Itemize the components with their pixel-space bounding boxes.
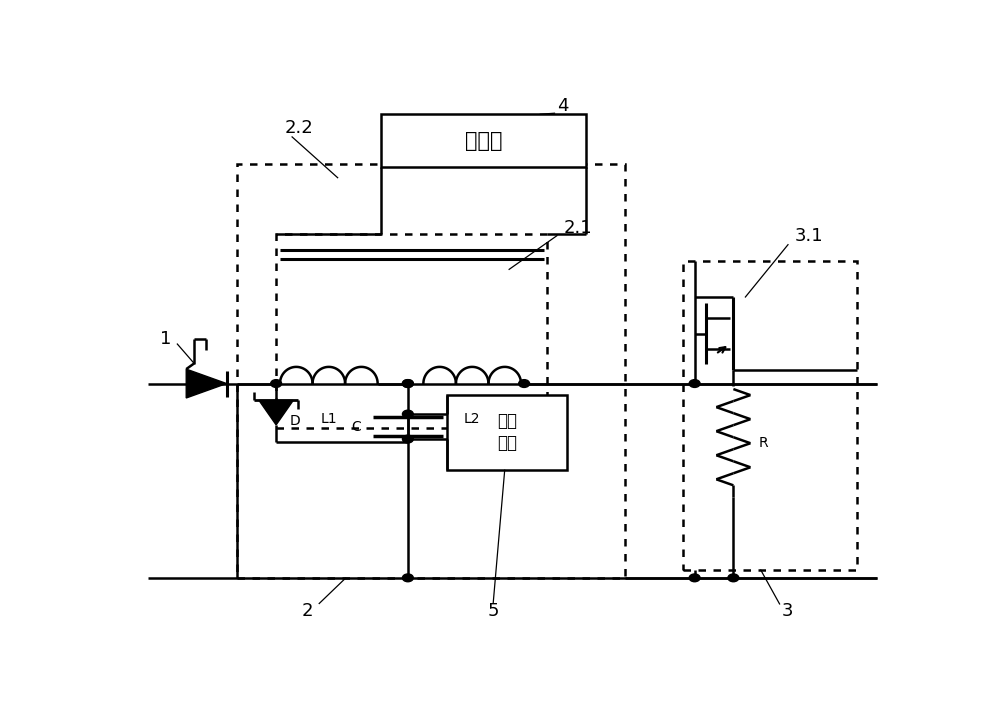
Circle shape bbox=[728, 574, 739, 582]
Text: 3.1: 3.1 bbox=[794, 227, 823, 245]
Circle shape bbox=[519, 380, 530, 387]
Text: 4: 4 bbox=[557, 97, 569, 115]
Text: L2: L2 bbox=[464, 412, 480, 426]
Text: 辅助
电源: 辅助 电源 bbox=[497, 412, 517, 452]
Bar bbox=[276, 234, 547, 428]
Text: 3: 3 bbox=[782, 602, 793, 620]
Text: 控制器: 控制器 bbox=[465, 131, 502, 151]
Polygon shape bbox=[186, 369, 227, 398]
Bar bbox=[683, 262, 857, 570]
Text: R: R bbox=[758, 436, 768, 450]
Circle shape bbox=[689, 574, 700, 582]
Text: C: C bbox=[352, 420, 361, 433]
Text: 5: 5 bbox=[487, 602, 499, 620]
Text: L1: L1 bbox=[321, 412, 337, 426]
Circle shape bbox=[402, 435, 413, 443]
Bar bbox=[447, 394, 567, 469]
Text: 2: 2 bbox=[301, 602, 313, 620]
Bar bbox=[237, 164, 625, 578]
Circle shape bbox=[402, 410, 413, 418]
Text: 2.1: 2.1 bbox=[564, 219, 593, 237]
Text: D: D bbox=[290, 414, 301, 428]
Circle shape bbox=[271, 380, 282, 387]
Polygon shape bbox=[259, 400, 293, 425]
Circle shape bbox=[402, 380, 413, 387]
Text: 1: 1 bbox=[160, 330, 172, 348]
Circle shape bbox=[402, 574, 413, 582]
Bar bbox=[381, 114, 586, 167]
Circle shape bbox=[402, 380, 413, 387]
Text: 2.2: 2.2 bbox=[285, 119, 314, 137]
Circle shape bbox=[689, 380, 700, 387]
